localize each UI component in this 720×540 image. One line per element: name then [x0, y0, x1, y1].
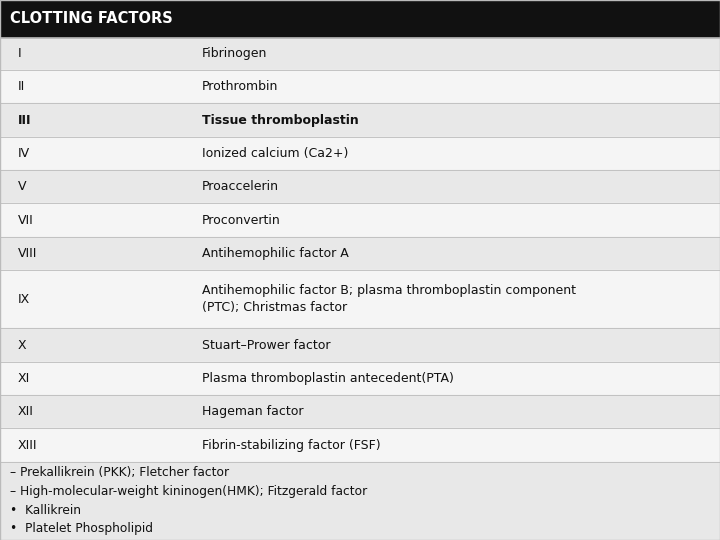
Text: Fibrin-stabilizing factor (FSF): Fibrin-stabilizing factor (FSF)	[202, 438, 380, 451]
Text: XII: XII	[18, 405, 34, 418]
Text: Fibrinogen: Fibrinogen	[202, 47, 267, 60]
Bar	[0, 103, 720, 137]
Text: Antihemophilic factor B; plasma thromboplastin component
(PTC); Christmas factor: Antihemophilic factor B; plasma thrombop…	[202, 284, 575, 314]
Bar	[0, 37, 720, 70]
Text: Tissue thromboplastin: Tissue thromboplastin	[202, 113, 359, 126]
Text: – Prekallikrein (PKK); Fletcher factor: – Prekallikrein (PKK); Fletcher factor	[10, 467, 229, 480]
Bar	[0, 395, 720, 428]
Text: Prothrombin: Prothrombin	[202, 80, 278, 93]
Text: IV: IV	[18, 147, 30, 160]
Text: Stuart–Prower factor: Stuart–Prower factor	[202, 339, 330, 352]
Bar	[0, 270, 720, 328]
Text: I: I	[18, 47, 22, 60]
Text: Ionized calcium (Ca2+): Ionized calcium (Ca2+)	[202, 147, 348, 160]
Text: XI: XI	[18, 372, 30, 385]
Bar	[0, 462, 720, 540]
Text: IX: IX	[18, 293, 30, 306]
Bar	[0, 362, 720, 395]
Text: II: II	[18, 80, 25, 93]
Bar	[0, 328, 720, 362]
Bar	[0, 237, 720, 270]
Bar	[0, 0, 720, 37]
Text: X: X	[18, 339, 27, 352]
Text: Proaccelerin: Proaccelerin	[202, 180, 279, 193]
Bar	[0, 170, 720, 204]
Text: Antihemophilic factor A: Antihemophilic factor A	[202, 247, 348, 260]
Bar	[0, 204, 720, 237]
Bar	[0, 70, 720, 103]
Text: Plasma thromboplastin antecedent(PTA): Plasma thromboplastin antecedent(PTA)	[202, 372, 454, 385]
Text: XIII: XIII	[18, 438, 37, 451]
Text: VIII: VIII	[18, 247, 37, 260]
Text: VII: VII	[18, 213, 34, 227]
Text: •  Platelet Phospholipid: • Platelet Phospholipid	[10, 522, 153, 535]
Text: CLOTTING FACTORS: CLOTTING FACTORS	[10, 11, 173, 26]
Text: – High-molecular-weight kininogen(HMK); Fitzgerald factor: – High-molecular-weight kininogen(HMK); …	[10, 485, 367, 498]
Text: III: III	[18, 113, 32, 126]
Text: •  Kallikrein: • Kallikrein	[10, 504, 81, 517]
Text: V: V	[18, 180, 27, 193]
Text: Hageman factor: Hageman factor	[202, 405, 303, 418]
Bar	[0, 428, 720, 462]
Bar	[0, 137, 720, 170]
Text: Proconvertin: Proconvertin	[202, 213, 280, 227]
